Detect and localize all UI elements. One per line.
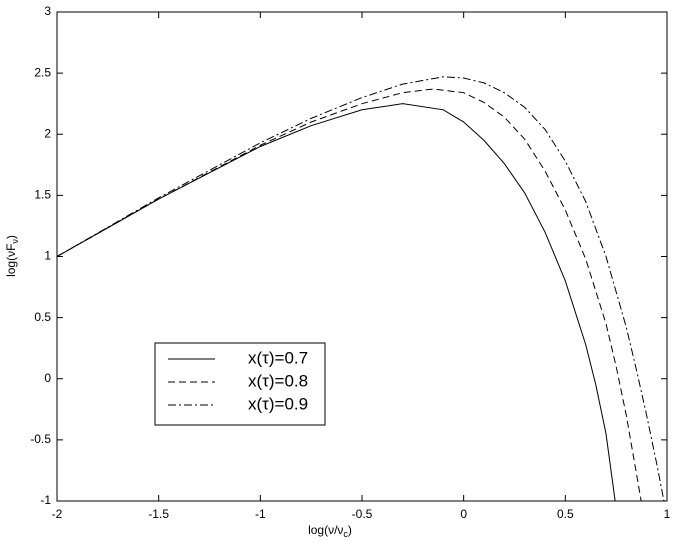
x-tick-label: -1.5 (148, 507, 169, 521)
y-label-main: log(νF (4, 244, 18, 277)
x-label-sub: c (343, 529, 348, 539)
legend-box (154, 342, 326, 426)
y-tick-label: -0.5 (30, 432, 51, 446)
plot-frame (56, 11, 668, 502)
x-tick-label: 0.5 (557, 507, 574, 521)
x-tick-label: -2 (52, 507, 63, 521)
series-line (56, 76, 665, 502)
x-tick-label: 0 (460, 507, 467, 521)
x-tick-label: -0.5 (352, 507, 373, 521)
y-tick-label: 2.5 (34, 65, 51, 79)
y-label-sub: ν (10, 239, 20, 244)
y-tick-label: 1 (44, 249, 51, 263)
y-tick-label: 0 (44, 371, 51, 385)
legend-label: x(τ)=0.8 (248, 371, 308, 390)
x-tick-label: 1 (664, 507, 671, 521)
y-label-end: ) (4, 235, 18, 239)
y-tick-label: 3 (44, 4, 51, 18)
y-tick-label: 2 (44, 126, 51, 140)
x-label-main: log(ν/ν (308, 523, 343, 537)
y-axis-label: log(νFν) (4, 235, 20, 277)
y-tick-label: -1 (40, 493, 51, 507)
y-tick-label: 1.5 (34, 188, 51, 202)
series-line (56, 88, 642, 502)
x-axis-label: log(ν/νc) (308, 523, 352, 539)
x-label-end: ) (348, 523, 352, 537)
y-tick-label: 0.5 (34, 310, 51, 324)
series-line (56, 103, 616, 502)
legend-label: x(τ)=0.9 (248, 394, 308, 413)
x-tick-label: -1 (255, 507, 266, 521)
legend-label: x(τ)=0.7 (248, 348, 308, 367)
